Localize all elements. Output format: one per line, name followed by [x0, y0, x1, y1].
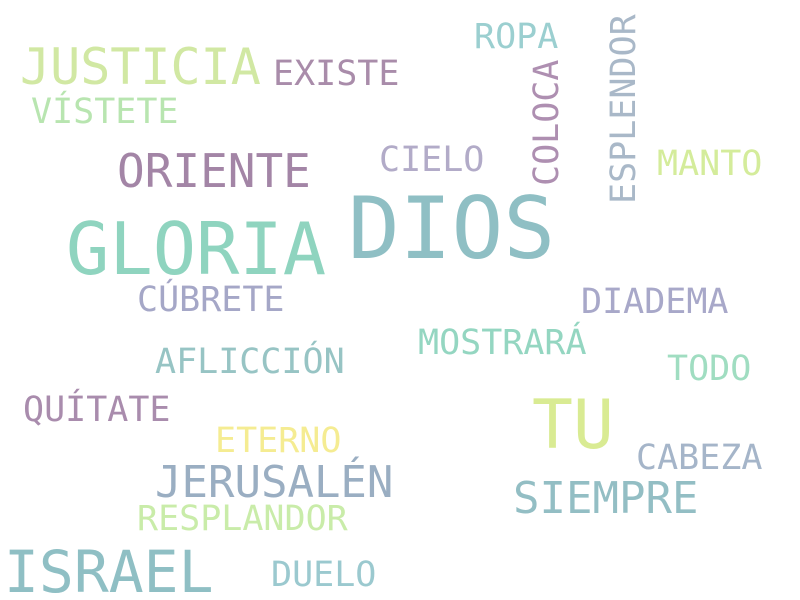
word-coloca: COLOCA: [527, 59, 567, 186]
word-tu: TU: [532, 386, 614, 465]
word-dios: DIOS: [348, 179, 556, 279]
word-manto: MANTO: [657, 144, 763, 184]
word-quitate: QUÍTATE: [23, 390, 171, 430]
word-cubrete: CÚBRETE: [137, 280, 285, 320]
word-vistete: VÍSTETE: [31, 92, 179, 132]
word-resplandor: RESPLANDOR: [137, 499, 348, 539]
word-afliccion: AFLICCIÓN: [155, 342, 345, 382]
word-esplendor: ESPLENDOR: [604, 14, 644, 204]
word-oriente: ORIENTE: [117, 144, 311, 198]
word-duelo: DUELO: [271, 555, 377, 595]
word-justicia: JUSTICIA: [20, 38, 261, 96]
word-siempre: SIEMPRE: [513, 473, 699, 524]
word-gloria: GLORIA: [66, 207, 327, 291]
word-israel: ISRAEL: [4, 538, 214, 600]
word-existe: EXISTE: [273, 54, 400, 94]
word-cabeza: CABEZA: [636, 438, 763, 478]
word-mostrara: MOSTRARÁ: [418, 323, 587, 363]
word-ropa: ROPA: [474, 17, 559, 57]
word-cielo: CIELO: [379, 140, 485, 180]
word-todo: TODO: [667, 349, 752, 389]
word-jerusalen: JERUSALÉN: [155, 457, 394, 508]
word-eterno: ETERNO: [215, 421, 342, 461]
word-diadema: DIADEMA: [581, 282, 729, 322]
